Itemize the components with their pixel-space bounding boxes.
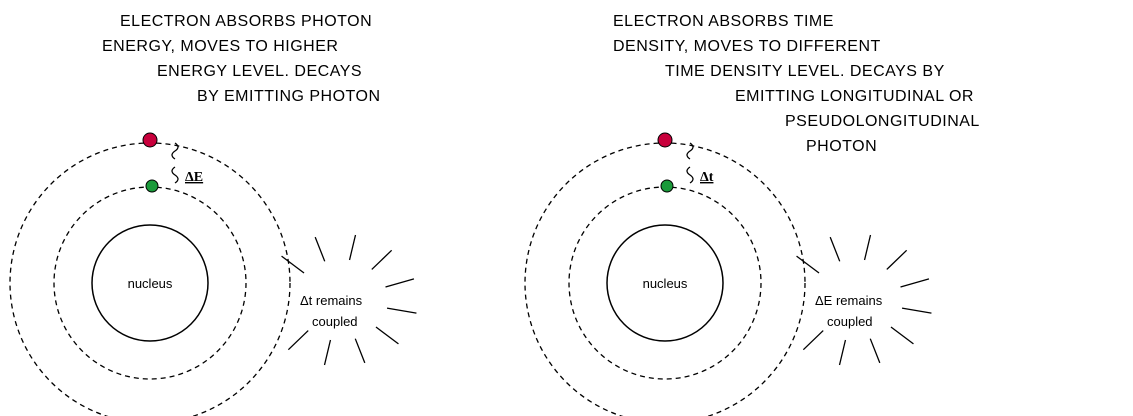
ray [829, 236, 841, 262]
nucleus [606, 224, 724, 342]
coupled-label: Δt remains [300, 293, 363, 308]
squiggle [171, 142, 179, 184]
caption-line: PSEUDOLONGITUDINAL [785, 113, 980, 130]
ray [375, 326, 399, 345]
ray [314, 236, 326, 262]
caption-line: EMITTING LONGITUDINAL OR [735, 88, 974, 105]
ray [802, 330, 824, 351]
ray [281, 255, 305, 274]
squiggle [686, 142, 694, 184]
ray [901, 307, 932, 314]
caption-line: TIME DENSITY LEVEL. DECAYS BY [665, 63, 945, 80]
caption-line: DENSITY, MOVES TO DIFFERENT [613, 38, 881, 55]
excited-electron [142, 132, 158, 148]
ray [796, 255, 820, 274]
ray [348, 234, 357, 261]
coupled-label: coupled [827, 314, 873, 329]
nucleus [91, 224, 209, 342]
ray [890, 326, 914, 345]
ray [838, 339, 847, 366]
ray [386, 307, 417, 314]
caption-line: ELECTRON ABSORBS PHOTON [120, 13, 372, 30]
ray [886, 249, 908, 270]
ray [287, 330, 309, 351]
ray [863, 234, 872, 261]
caption-line: ENERGY, MOVES TO HIGHER [102, 38, 338, 55]
ray [323, 339, 332, 366]
caption-line: BY EMITTING PHOTON [197, 88, 381, 105]
ray [900, 278, 930, 288]
panel: ELECTRON ABSORBS TIME DENSITY, MOVES TO D… [524, 13, 980, 416]
caption-line: ELECTRON ABSORBS TIME [613, 13, 834, 30]
nucleus-label: nucleus [128, 276, 173, 291]
gap-label: ΔE [185, 170, 203, 185]
coupled-label: coupled [312, 314, 358, 329]
ray [869, 338, 881, 364]
excited-electron [657, 132, 673, 148]
ground-electron [145, 179, 159, 193]
coupled-label: ΔE remains [815, 293, 883, 308]
ray [385, 278, 415, 288]
ray [354, 338, 366, 364]
ray [371, 249, 393, 270]
ground-electron [660, 179, 674, 193]
gap-label: Δt [700, 170, 714, 185]
panel: ELECTRON ABSORBS PHOTON ENERGY, MOVES TO … [9, 13, 417, 416]
caption-line: PHOTON [806, 138, 877, 155]
nucleus-label: nucleus [643, 276, 688, 291]
caption-line: ENERGY LEVEL. DECAYS [157, 63, 362, 80]
